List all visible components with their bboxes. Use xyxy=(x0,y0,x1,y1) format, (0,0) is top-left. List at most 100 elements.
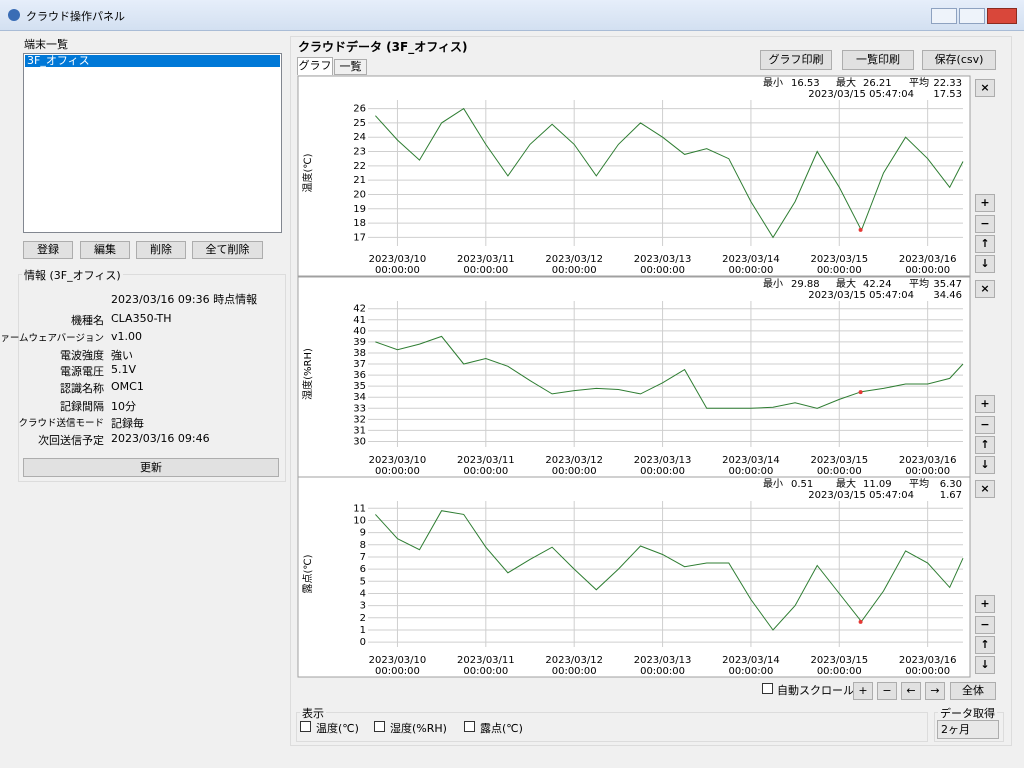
show-all-button[interactable]: 全体 xyxy=(950,682,996,700)
zoom-out-y-button[interactable]: − xyxy=(975,616,995,634)
scroll-down-button[interactable]: ↓ xyxy=(975,255,995,273)
zoom-out-y-button[interactable]: − xyxy=(975,416,995,434)
minimize-button[interactable] xyxy=(931,8,957,24)
info-key: クラウド送信モード xyxy=(18,418,104,429)
x-tick-date: 2023/03/16 xyxy=(899,655,957,666)
stat-value: 16.53 xyxy=(791,78,820,89)
cursor-point xyxy=(858,227,863,232)
stat-value: 29.88 xyxy=(791,279,820,290)
scroll-up-button[interactable]: ↑ xyxy=(975,235,995,253)
y-tick-label: 36 xyxy=(353,370,366,381)
info-key: 電源電圧 xyxy=(60,365,104,378)
auto-scroll-checkbox[interactable] xyxy=(762,683,773,694)
chart-pane xyxy=(297,75,971,277)
x-tick-date: 2023/03/16 xyxy=(899,254,957,265)
y-tick-label: 5 xyxy=(360,576,366,587)
scroll-down-button[interactable]: ↓ xyxy=(975,456,995,474)
x-tick-time: 00:00:00 xyxy=(552,666,597,677)
close-pane-button[interactable]: × xyxy=(975,79,995,97)
y-tick-label: 22 xyxy=(353,161,366,172)
stat-label: 平均 xyxy=(909,76,929,89)
info-label: 情報 (3F_オフィス) xyxy=(22,267,123,283)
info-timestamp: 2023/03/16 09:36 時点情報 xyxy=(111,293,258,306)
cursor-time: 2023/03/15 05:47:04 xyxy=(808,89,914,100)
info-value: v1.00 xyxy=(111,330,143,343)
update-button[interactable]: 更新 xyxy=(23,458,279,477)
scroll-down-button[interactable]: ↓ xyxy=(975,656,995,674)
save-csv-button[interactable]: 保存(csv) xyxy=(922,50,996,70)
info-key: 次回送信予定 xyxy=(38,434,104,447)
graph-tab[interactable]: グラフ xyxy=(297,57,333,75)
zoom-in-y-button[interactable]: + xyxy=(975,595,995,613)
fetch-selected: 2ヶ月 xyxy=(941,723,970,736)
device-list: 3F_オフィス xyxy=(23,53,282,233)
x-tick-date: 2023/03/10 xyxy=(369,254,427,265)
y-tick-label: 23 xyxy=(353,147,366,158)
stat-label: 最大 xyxy=(836,277,856,290)
dewpoint-checkbox[interactable] xyxy=(464,721,475,732)
list-tab[interactable]: 一覧 xyxy=(334,59,367,75)
x-tick-time: 00:00:00 xyxy=(817,466,862,477)
y-tick-label: 42 xyxy=(353,304,366,315)
x-tick-time: 00:00:00 xyxy=(463,265,508,276)
x-tick-time: 00:00:00 xyxy=(463,466,508,477)
stat-value: 6.30 xyxy=(940,479,962,490)
delete-button[interactable]: 削除 xyxy=(136,241,186,259)
y-tick-label: 25 xyxy=(353,118,366,129)
chart-pane xyxy=(297,276,971,478)
humidity-checkbox[interactable] xyxy=(374,721,385,732)
temp-checkbox[interactable] xyxy=(300,721,311,732)
data-line xyxy=(375,107,964,239)
delete-all-button[interactable]: 全て削除 xyxy=(192,241,263,259)
edit-button[interactable]: 編集 xyxy=(80,241,130,259)
fetch-label: データ取得 xyxy=(938,705,997,721)
y-axis-label: 露点(℃) xyxy=(302,554,314,593)
y-tick-label: 32 xyxy=(353,414,366,425)
x-tick-time: 00:00:00 xyxy=(375,265,420,276)
zoom-in-y-button[interactable]: + xyxy=(975,194,995,212)
scroll-up-button[interactable]: ↑ xyxy=(975,636,995,654)
x-tick-date: 2023/03/10 xyxy=(369,655,427,666)
data-line xyxy=(375,335,964,409)
y-tick-label: 19 xyxy=(353,204,366,215)
y-tick-label: 2 xyxy=(360,613,366,624)
y-tick-label: 9 xyxy=(360,528,366,539)
x-tick-date: 2023/03/12 xyxy=(545,655,603,666)
y-tick-label: 24 xyxy=(353,132,366,143)
display-group xyxy=(296,712,928,742)
y-tick-label: 3 xyxy=(360,601,366,612)
x-tick-date: 2023/03/14 xyxy=(722,254,780,265)
scroll-up-button[interactable]: ↑ xyxy=(975,436,995,454)
x-tick-date: 2023/03/14 xyxy=(722,655,780,666)
temp-option: 温度(℃) xyxy=(316,722,359,735)
close-button[interactable] xyxy=(987,8,1017,24)
maximize-button[interactable] xyxy=(959,8,985,24)
device-item[interactable]: 3F_オフィス xyxy=(25,55,280,67)
y-tick-label: 20 xyxy=(353,189,366,200)
y-tick-label: 21 xyxy=(353,175,366,186)
y-tick-label: 4 xyxy=(360,588,366,599)
y-tick-label: 10 xyxy=(353,515,366,526)
x-tick-time: 00:00:00 xyxy=(375,666,420,677)
zoom-out-y-button[interactable]: − xyxy=(975,215,995,233)
zoom-in-y-button[interactable]: + xyxy=(975,395,995,413)
x-tick-date: 2023/03/11 xyxy=(457,455,515,466)
scroll-right-button[interactable]: → xyxy=(925,682,945,700)
stat-value: 11.09 xyxy=(863,479,892,490)
print-list-button[interactable]: 一覧印刷 xyxy=(842,50,914,70)
stat-label: 平均 xyxy=(909,477,929,490)
close-pane-button[interactable]: × xyxy=(975,480,995,498)
zoom-out-x-button[interactable]: − xyxy=(877,682,897,700)
x-tick-time: 00:00:00 xyxy=(728,466,773,477)
register-button[interactable]: 登録 xyxy=(23,241,73,259)
scroll-left-button[interactable]: ← xyxy=(901,682,921,700)
zoom-in-x-button[interactable]: + xyxy=(853,682,873,700)
y-tick-label: 31 xyxy=(353,425,366,436)
cursor-value: 1.67 xyxy=(940,490,962,501)
info-value: OMC1 xyxy=(111,380,144,393)
close-pane-button[interactable]: × xyxy=(975,280,995,298)
stat-value: 42.24 xyxy=(863,279,892,290)
print-graph-button[interactable]: グラフ印刷 xyxy=(760,50,832,70)
info-value: 5.1V xyxy=(111,363,137,376)
fetch-select[interactable]: 2ヶ月 xyxy=(937,720,999,739)
